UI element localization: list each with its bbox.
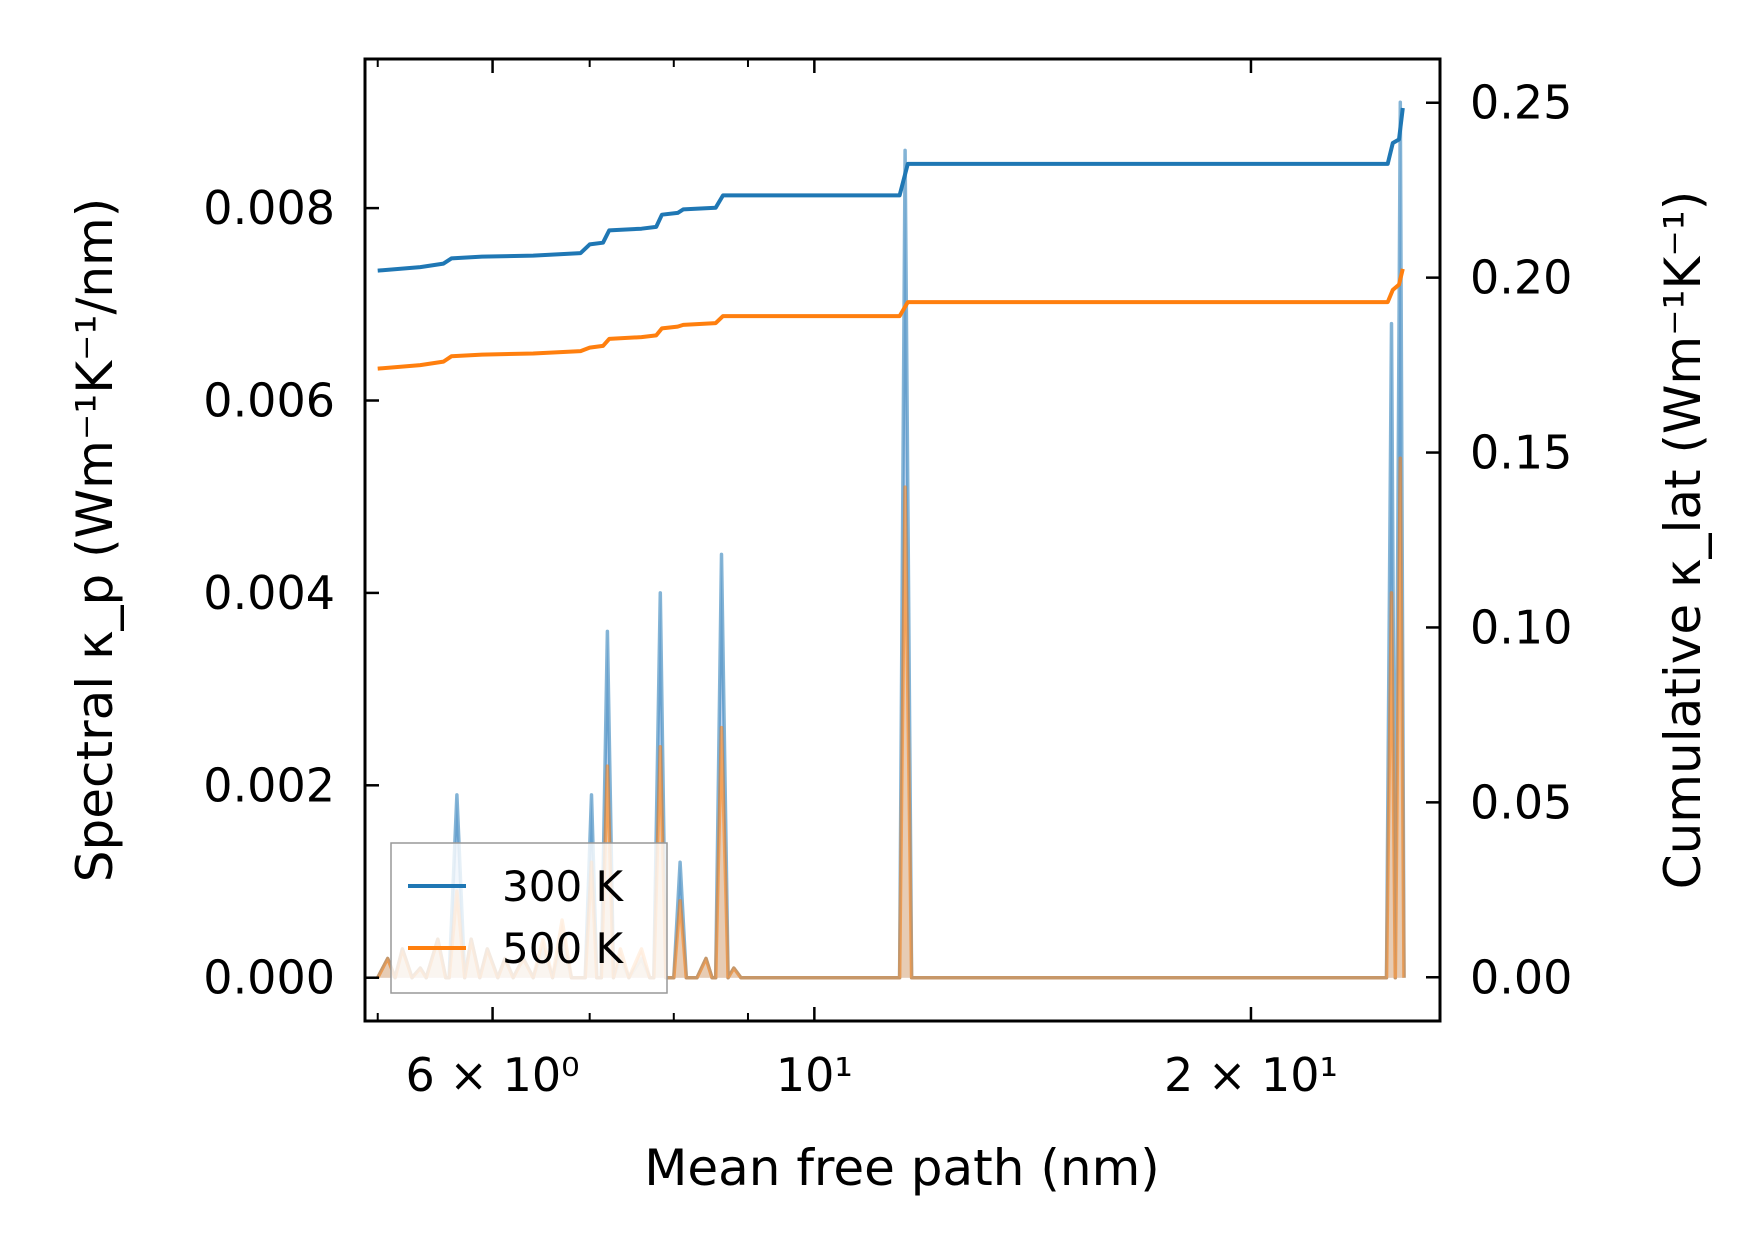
y-right-tick-label: 0.05 (1470, 775, 1572, 829)
y-axis-right-title: Cumulative κ_lat (Wm⁻¹K⁻¹) (1654, 191, 1712, 890)
x-tick-label: 10¹ (776, 1048, 853, 1102)
y-right-tick-label: 0.20 (1470, 251, 1572, 305)
y-left-tick-label: 0.006 (203, 374, 335, 428)
y-left-tick-label: 0.000 (203, 951, 335, 1005)
y-right-tick-label: 0.00 (1470, 950, 1572, 1004)
y-right-tick-label: 0.25 (1470, 76, 1572, 130)
axes: 6 × 10⁰ 10¹ 2 × 10¹ 0.000 0.002 0.004 0.006 0.0… (203, 59, 1572, 1102)
y-left-tick-label: 0.008 (203, 181, 335, 235)
x-tick-label: 6 × 10⁰ (406, 1048, 580, 1102)
legend-label-500k: 500 K (502, 924, 625, 973)
legend-box (390, 842, 668, 994)
y-left-tick-label: 0.004 (203, 566, 335, 620)
y-right-tick-label: 0.15 (1470, 426, 1572, 480)
x-axis-title: Mean free path (nm) (644, 1139, 1160, 1197)
legend-label-300k: 300 K (502, 862, 625, 911)
plot-frame (363, 57, 1442, 1023)
legend: 300 K 500 K (390, 842, 668, 994)
y-right-tick-label: 0.10 (1470, 600, 1572, 654)
x-tick-label: 2 × 10¹ (1164, 1048, 1338, 1102)
cumulative-line-500k (377, 268, 1405, 371)
y-left-tick-label: 0.002 (203, 758, 335, 812)
y-axis-left-title: Spectral κ_p (Wm⁻¹K⁻¹/nm) (66, 198, 124, 882)
cumulative-line-300k (377, 107, 1405, 273)
